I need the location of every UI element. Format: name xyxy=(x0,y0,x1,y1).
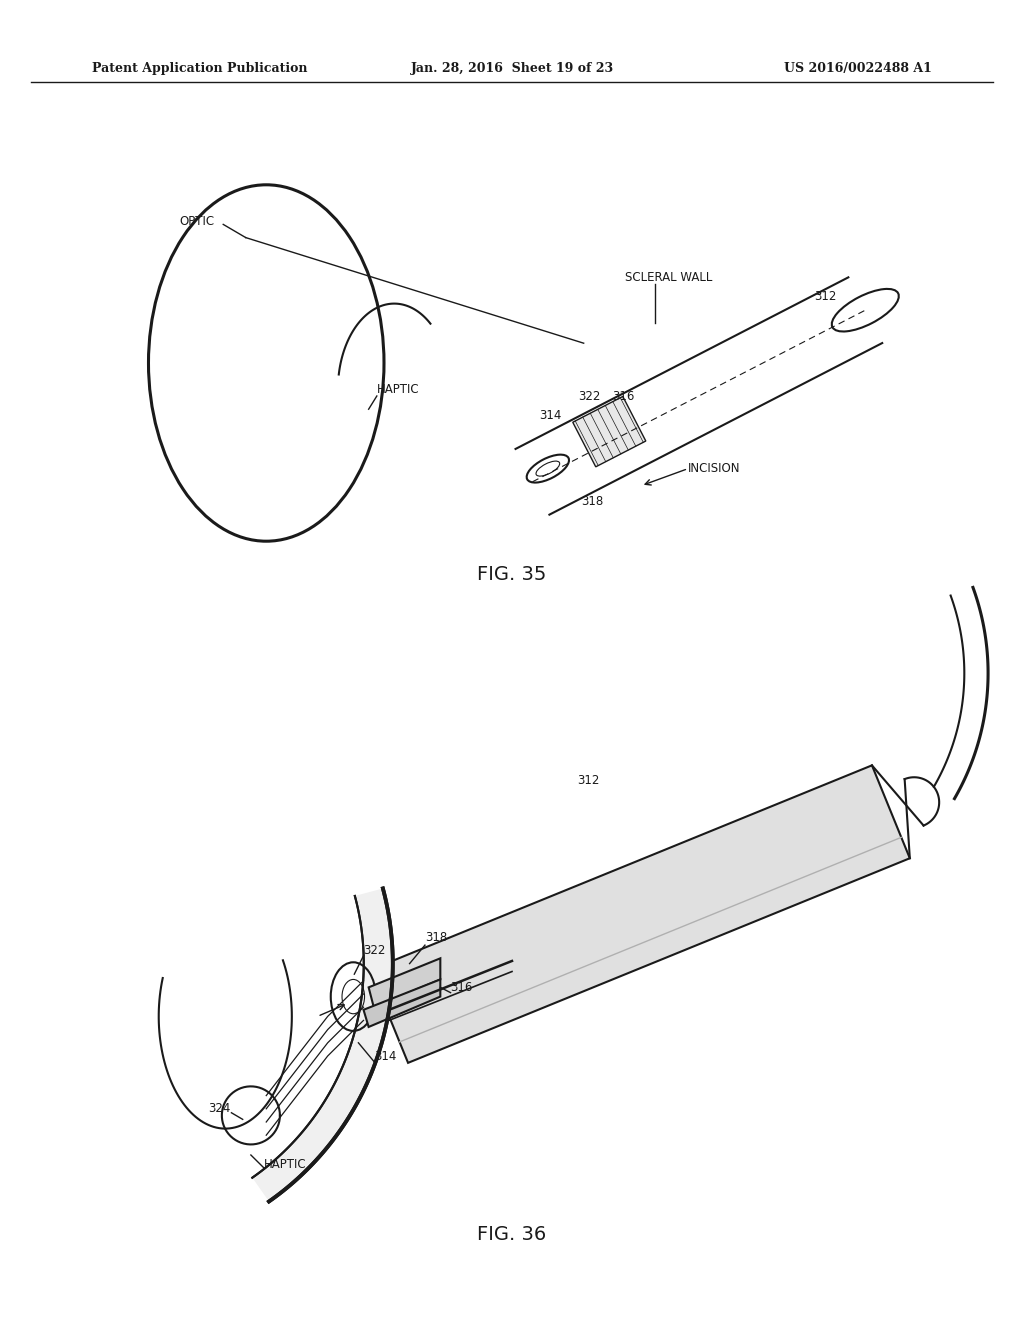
Text: 312: 312 xyxy=(578,774,600,787)
Text: 316: 316 xyxy=(451,981,473,994)
Text: 318: 318 xyxy=(581,495,603,508)
Text: 322: 322 xyxy=(364,944,386,957)
Text: OPTIC: OPTIC xyxy=(179,215,214,228)
Text: FIG. 35: FIG. 35 xyxy=(477,565,547,583)
Polygon shape xyxy=(364,979,440,1027)
Text: US 2016/0022488 A1: US 2016/0022488 A1 xyxy=(784,62,932,75)
Text: 314: 314 xyxy=(540,409,562,422)
Text: HAPTIC: HAPTIC xyxy=(264,1158,307,1171)
Text: 318: 318 xyxy=(425,931,447,944)
Text: INCISION: INCISION xyxy=(688,462,740,475)
Polygon shape xyxy=(572,396,646,467)
Text: FIG. 36: FIG. 36 xyxy=(477,1225,547,1243)
Text: 324: 324 xyxy=(208,1102,230,1115)
Text: Jan. 28, 2016  Sheet 19 of 23: Jan. 28, 2016 Sheet 19 of 23 xyxy=(411,62,613,75)
Polygon shape xyxy=(252,888,393,1201)
Text: Patent Application Publication: Patent Application Publication xyxy=(92,62,307,75)
Polygon shape xyxy=(369,958,440,1007)
Polygon shape xyxy=(371,766,909,1063)
Text: 322: 322 xyxy=(579,389,601,403)
Text: 316: 316 xyxy=(612,389,635,403)
Text: 312: 312 xyxy=(814,290,837,304)
Text: SCLERAL WALL: SCLERAL WALL xyxy=(625,271,712,284)
Text: HAPTIC: HAPTIC xyxy=(377,383,420,396)
Text: 314: 314 xyxy=(374,1049,396,1063)
